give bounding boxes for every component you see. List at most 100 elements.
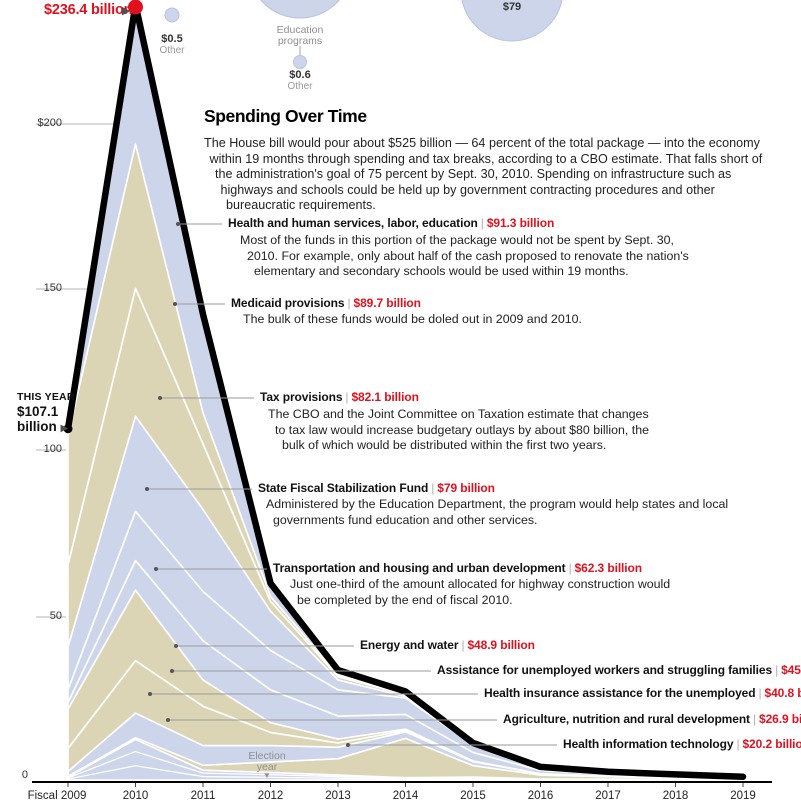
y-axis-label-50: 50 — [49, 610, 62, 622]
leader-dot-0 — [176, 222, 180, 226]
peak-value-label: $236.4 billion — [44, 2, 133, 18]
x-axis-label-2013: 2013 — [325, 790, 351, 802]
bubble-79-value: $79 — [502, 1, 522, 13]
category-value: $91.3 billion — [486, 216, 555, 230]
category-label-3: Tax provisions | $82.1 billion — [260, 390, 419, 404]
category-desc-1-line-1: Most of the funds in this portion of the… — [240, 233, 674, 247]
category-desc-5-line-2: be completed by the end of fiscal 2010. — [297, 592, 513, 607]
x-axis-label-2012: 2012 — [257, 790, 284, 802]
this-year-value: $107.1 — [17, 404, 59, 419]
category-separator: | — [461, 638, 465, 652]
category-value: $79 billion — [437, 481, 495, 495]
category-label-4: State Fiscal Stabilization Fund | $79 bill… — [258, 481, 495, 495]
this-year-unit: billion ▶ — [17, 419, 68, 434]
category-desc-2-line-1: The bulk of these funds would be doled o… — [243, 312, 582, 326]
intro-line-5: bureaucratic requirements. — [226, 198, 376, 212]
category-desc-4-line-2: governments fund education and other ser… — [273, 512, 538, 527]
x-axis-label-2011: 2011 — [190, 790, 216, 802]
category-separator: | — [752, 712, 756, 726]
category-label-2: Medicaid provisions | $89.7 billion — [231, 296, 421, 310]
bubble-other-top-label: Other — [159, 45, 185, 56]
x-axis-label-2014: 2014 — [392, 790, 419, 802]
x-axis-label-Fiscal-2009: Fiscal 2009 — [27, 790, 87, 802]
category-separator: | — [775, 663, 779, 677]
x-axis-label-2017: 2017 — [595, 790, 621, 802]
category-name: Agriculture, nutrition and rural develop… — [503, 712, 750, 726]
category-separator: | — [347, 296, 351, 310]
leader-dot-4 — [154, 567, 158, 571]
this-year-point — [63, 424, 73, 434]
category-value: $48.9 billion — [467, 638, 535, 652]
other-bottom-bubble — [293, 55, 307, 69]
category-separator: | — [345, 390, 349, 404]
leader-dot-8 — [166, 718, 170, 722]
category-desc-1-line-3: elementary and secondary schools would b… — [254, 264, 629, 278]
y-axis-label-100: 100 — [43, 443, 62, 455]
category-name: Medicaid provisions — [231, 296, 345, 310]
category-desc-3-line-2: to tax law would increase budgetary outl… — [275, 422, 650, 437]
category-separator: | — [736, 737, 740, 751]
page-title: Spending Over Time — [204, 106, 367, 126]
leader-dot-7 — [148, 692, 152, 696]
category-desc-3-line-3: bulk of which would be distributed withi… — [282, 438, 607, 452]
category-desc-4-line-1: Administered by the Education Department… — [266, 497, 729, 511]
category-name: Health information technology — [563, 737, 734, 751]
leader-dot-9 — [346, 743, 350, 747]
category-desc-1-line-2: 2010. For example, only about half of th… — [247, 248, 689, 263]
y-axis-label-200: $200 — [37, 117, 62, 129]
election-year-line2: year — [256, 761, 278, 773]
category-label-5: Transportation and housing and urban dev… — [273, 561, 642, 575]
category-separator: | — [758, 686, 762, 700]
intro-line-1: The House bill would pour about $525 bil… — [204, 136, 760, 150]
category-label-1: Health and human services, labor, educat… — [228, 216, 554, 230]
category-desc-3-line-1: The CBO and the Joint Committee on Taxat… — [268, 407, 649, 421]
category-value: $40.8 billion — [764, 686, 801, 700]
category-label-10: Health information technology | $20.2 bill… — [563, 737, 801, 751]
leader-dot-2 — [158, 396, 162, 400]
election-year-arrow-icon: ▼ — [263, 771, 271, 780]
category-value: $26.9 billion — [759, 712, 801, 726]
leader-dot-3 — [145, 487, 149, 491]
category-separator: | — [568, 561, 572, 575]
intro-line-2: within 19 months through spending and ta… — [209, 151, 763, 166]
election-year-line1: Election — [248, 750, 286, 762]
category-label-6: Energy and water | $48.9 billion — [360, 638, 535, 652]
seventy-nine-bubble — [461, 0, 563, 42]
y-axis-zero-label: 0 — [21, 769, 28, 781]
this-year-unit-text: billion — [17, 419, 57, 434]
bubble-other-top-value: $0.5 — [161, 33, 183, 45]
bubble-education-label-1: Education — [276, 24, 324, 36]
category-name: Tax provisions — [260, 390, 343, 404]
category-label-8: Health insurance assistance for the unem… — [484, 686, 801, 700]
category-value: $45.7 billion — [781, 663, 801, 677]
total-spending-line — [64, 1, 747, 780]
bubble-other-bottom-value: $0.6 — [289, 69, 311, 81]
peak-arrow-icon: ▶ — [122, 5, 131, 17]
category-name: Assistance for unemployed workers and st… — [437, 663, 773, 677]
category-name: Health and human services, labor, educat… — [228, 216, 478, 230]
category-value: $89.7 billion — [353, 296, 421, 310]
category-value: $62.3 billion — [574, 561, 642, 575]
category-label-9: Agriculture, nutrition and rural develop… — [503, 712, 801, 726]
bubble-other-bottom-label: Other — [287, 81, 313, 92]
category-name: Health insurance assistance for the unem… — [484, 686, 756, 700]
category-name: State Fiscal Stabilization Fund — [258, 481, 429, 495]
intro-line-4: highways and schools could be held up by… — [220, 182, 715, 197]
x-axis-label-2018: 2018 — [662, 790, 689, 802]
education-bubble — [260, 0, 340, 19]
leader-dot-6 — [170, 669, 174, 673]
category-value: $82.1 billion — [351, 390, 419, 404]
y-axis-label-150: 150 — [43, 282, 62, 294]
category-label-7: Assistance for unemployed workers and st… — [437, 663, 801, 677]
intro-line-3: the administration's goal of 75 percent … — [215, 167, 732, 181]
x-axis-label-2010: 2010 — [122, 790, 149, 802]
other-top-bubble — [164, 7, 180, 23]
bubble-education-label-2: programs — [277, 35, 323, 47]
peak-point — [128, 0, 143, 15]
this-year-arrow-icon: ▶ — [60, 423, 69, 434]
category-value: $20.2 billion — [742, 737, 801, 751]
x-axis-label-2016: 2016 — [527, 790, 554, 802]
leader-dot-5 — [174, 644, 178, 648]
